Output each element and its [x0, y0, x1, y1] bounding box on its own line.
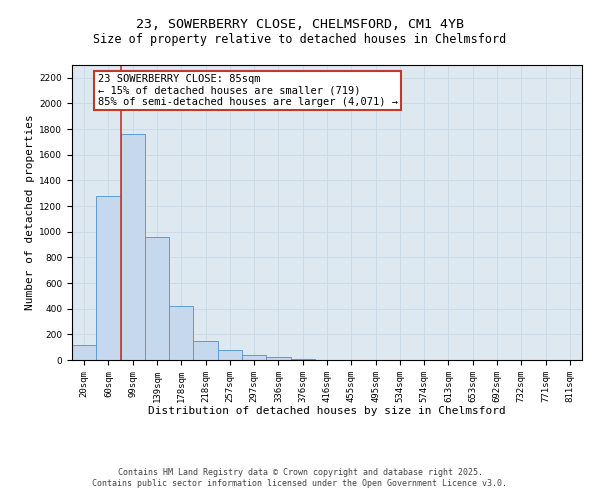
Bar	[266, 358, 290, 360]
Bar	[169, 306, 193, 360]
Bar	[145, 237, 169, 360]
Text: Size of property relative to detached houses in Chelmsford: Size of property relative to detached ho…	[94, 32, 506, 46]
Bar	[218, 350, 242, 360]
Bar	[72, 344, 96, 360]
X-axis label: Distribution of detached houses by size in Chelmsford: Distribution of detached houses by size …	[148, 406, 506, 416]
Bar	[121, 134, 145, 360]
Bar	[242, 355, 266, 360]
Text: 23 SOWERBERRY CLOSE: 85sqm
← 15% of detached houses are smaller (719)
85% of sem: 23 SOWERBERRY CLOSE: 85sqm ← 15% of deta…	[97, 74, 398, 107]
Text: 23, SOWERBERRY CLOSE, CHELMSFORD, CM1 4YB: 23, SOWERBERRY CLOSE, CHELMSFORD, CM1 4Y…	[136, 18, 464, 30]
Bar	[193, 341, 218, 360]
Text: Contains HM Land Registry data © Crown copyright and database right 2025.
Contai: Contains HM Land Registry data © Crown c…	[92, 468, 508, 487]
Bar	[96, 196, 121, 360]
Y-axis label: Number of detached properties: Number of detached properties	[25, 114, 35, 310]
